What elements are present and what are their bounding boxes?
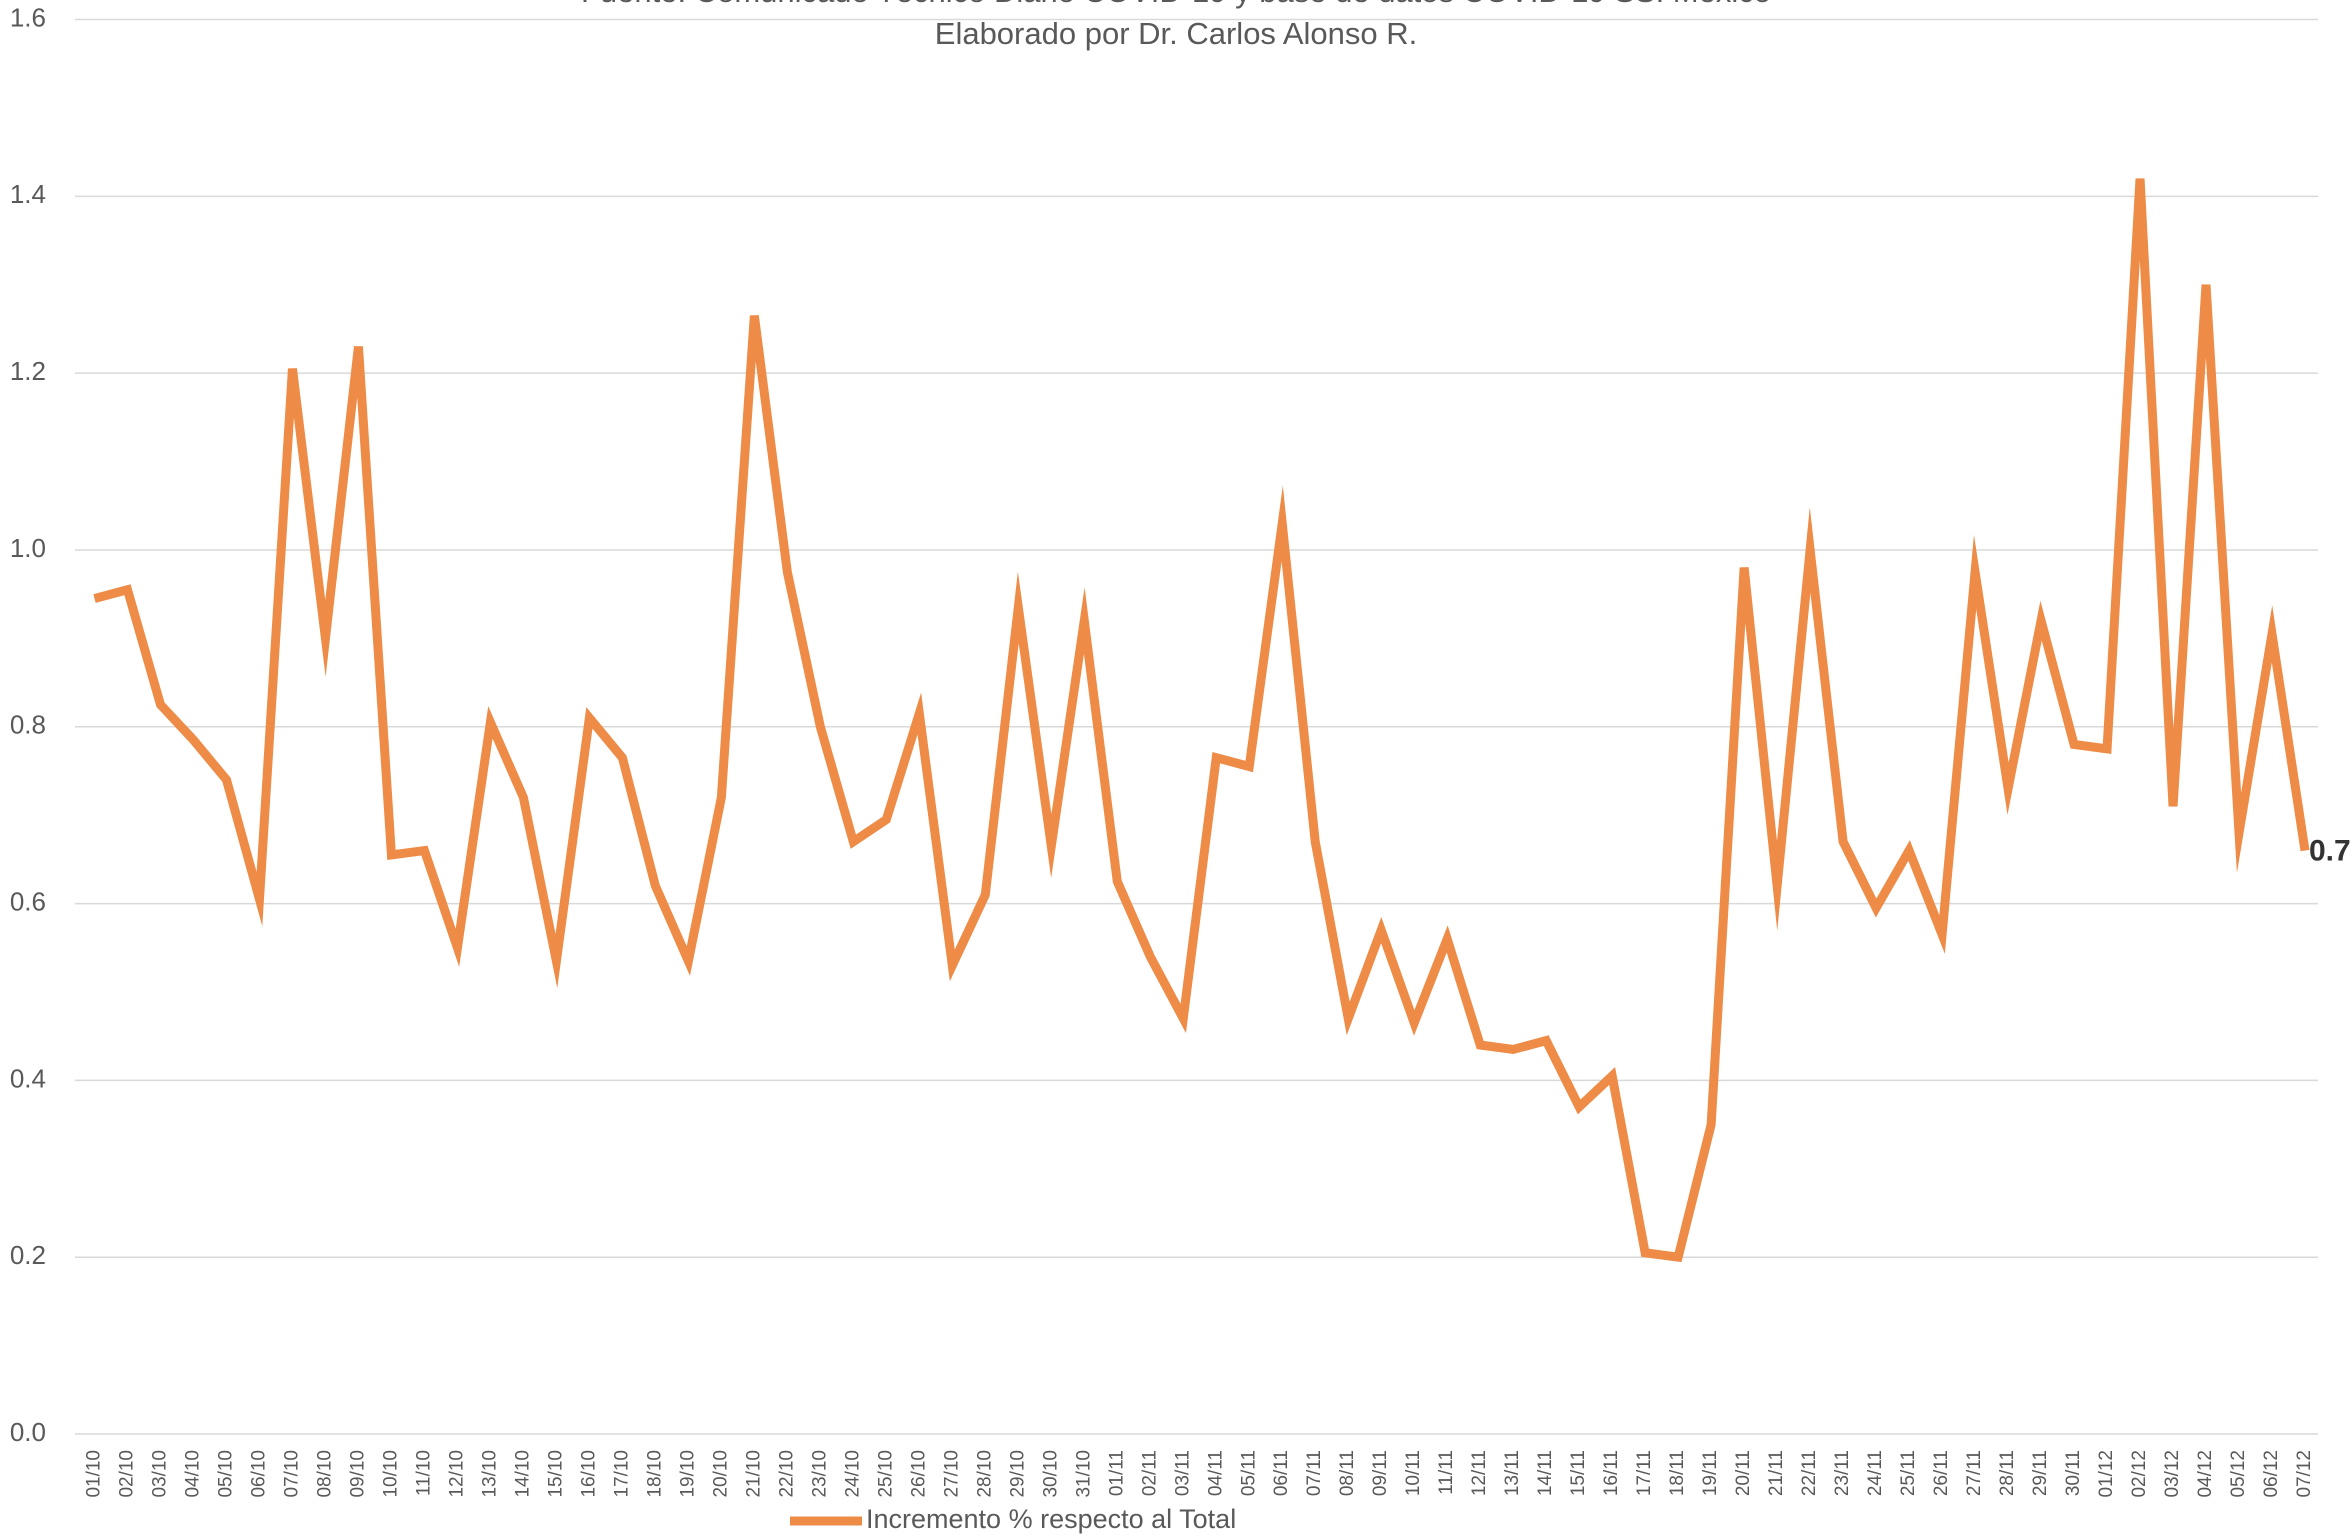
data-line xyxy=(93,178,2310,1263)
legend-label: Incremento % respecto al Total xyxy=(866,1504,1236,1534)
x-tick-label: 30/10 xyxy=(1040,1450,1061,1498)
x-tick-label: 28/11 xyxy=(1997,1450,2018,1496)
x-tick-label: 06/10 xyxy=(248,1450,269,1498)
y-tick-label: 0.8 xyxy=(10,710,46,740)
chart-title: Fuente: Comunicado Técnico Diario COVID-… xyxy=(581,0,1771,9)
x-tick-label: 05/10 xyxy=(215,1450,236,1498)
x-tick-label: 08/10 xyxy=(314,1450,335,1498)
x-tick-label: 01/11 xyxy=(1106,1450,1127,1496)
x-tick-label: 25/11 xyxy=(1898,1450,1919,1496)
x-tick-label: 07/12 xyxy=(2294,1450,2315,1498)
x-tick-label: 27/10 xyxy=(941,1450,962,1498)
x-tick-label: 03/11 xyxy=(1172,1450,1193,1496)
x-tick-label: 11/10 xyxy=(413,1450,434,1496)
x-tick-label: 17/11 xyxy=(1634,1450,1655,1496)
x-tick-label: 20/11 xyxy=(1733,1450,1754,1496)
x-tick-label: 18/10 xyxy=(644,1450,665,1498)
x-tick-label: 16/10 xyxy=(578,1450,599,1498)
x-tick-label: 22/11 xyxy=(1799,1450,1820,1496)
x-tick-label: 21/11 xyxy=(1766,1450,1787,1496)
x-tick-label: 06/11 xyxy=(1271,1450,1292,1496)
x-tick-label: 31/10 xyxy=(1073,1450,1094,1498)
x-tick-label: 10/10 xyxy=(380,1450,401,1498)
x-tick-label: 17/10 xyxy=(611,1450,632,1498)
x-tick-label: 30/11 xyxy=(2063,1450,2084,1496)
x-tick-label: 23/10 xyxy=(809,1450,830,1498)
chart-subtitle: Elaborado por Dr. Carlos Alonso R. xyxy=(935,16,1417,51)
y-tick-label: 0.6 xyxy=(10,886,46,916)
x-tick-label: 04/12 xyxy=(2195,1450,2216,1498)
x-tick-label: 21/10 xyxy=(743,1450,764,1498)
y-tick-label: 1.6 xyxy=(10,2,46,32)
x-tick-label: 14/11 xyxy=(1535,1450,1556,1496)
x-tick-label: 16/11 xyxy=(1601,1450,1622,1496)
x-tick-label: 10/11 xyxy=(1403,1450,1424,1496)
y-tick-label: 1.4 xyxy=(10,179,46,209)
x-tick-label: 06/12 xyxy=(2261,1450,2282,1498)
x-tick-label: 11/11 xyxy=(1436,1450,1457,1495)
x-tick-label: 24/10 xyxy=(842,1450,863,1498)
x-tick-label: 26/11 xyxy=(1931,1450,1952,1496)
x-tick-label: 12/11 xyxy=(1469,1450,1490,1496)
x-tick-label: 01/12 xyxy=(2096,1450,2117,1498)
x-tick-label: 18/11 xyxy=(1667,1450,1688,1496)
y-tick-label: 1.2 xyxy=(10,356,46,386)
x-tick-label: 04/10 xyxy=(182,1450,203,1498)
data-label: 0.7 xyxy=(2309,834,2351,867)
x-tick-label: 14/10 xyxy=(512,1450,533,1498)
x-tick-label: 13/11 xyxy=(1502,1450,1523,1496)
x-tick-label: 29/10 xyxy=(1007,1450,1028,1498)
x-tick-label: 12/10 xyxy=(446,1450,467,1498)
x-tick-label: 05/11 xyxy=(1238,1450,1259,1496)
x-tick-label: 27/11 xyxy=(1964,1450,1985,1496)
x-tick-label: 07/11 xyxy=(1304,1450,1325,1496)
y-tick-label: 0.2 xyxy=(10,1240,46,1270)
x-tick-label: 26/10 xyxy=(908,1450,929,1498)
y-tick-label: 1.0 xyxy=(10,533,46,563)
x-tick-label: 25/10 xyxy=(875,1450,896,1498)
x-tick-label: 09/11 xyxy=(1370,1450,1391,1496)
x-tick-label: 15/11 xyxy=(1568,1450,1589,1496)
x-tick-label: 04/11 xyxy=(1205,1450,1226,1496)
x-tick-label: 20/10 xyxy=(710,1450,731,1498)
x-tick-label: 19/10 xyxy=(677,1450,698,1498)
x-tick-label: 03/10 xyxy=(150,1450,171,1498)
x-tick-label: 19/11 xyxy=(1700,1450,1721,1496)
x-tick-label: 09/10 xyxy=(347,1450,368,1498)
x-tick-label: 23/11 xyxy=(1832,1450,1853,1496)
x-tick-label: 08/11 xyxy=(1337,1450,1358,1496)
y-tick-label: 0.0 xyxy=(10,1417,46,1447)
x-tick-label: 07/10 xyxy=(281,1450,302,1498)
x-tick-label: 22/10 xyxy=(776,1450,797,1498)
x-tick-label: 05/12 xyxy=(2228,1450,2249,1498)
x-tick-label: 15/10 xyxy=(545,1450,566,1498)
x-tick-label: 28/10 xyxy=(974,1450,995,1498)
y-tick-label: 0.4 xyxy=(10,1063,46,1093)
x-tick-label: 02/11 xyxy=(1139,1450,1160,1496)
x-tick-label: 03/12 xyxy=(2162,1450,2183,1498)
x-tick-label: 02/12 xyxy=(2129,1450,2150,1498)
x-tick-label: 13/10 xyxy=(479,1450,500,1498)
x-tick-label: 02/10 xyxy=(117,1450,138,1498)
x-tick-label: 01/10 xyxy=(84,1450,105,1498)
x-tick-label: 24/11 xyxy=(1865,1450,1886,1496)
x-tick-label: 29/11 xyxy=(2030,1450,2051,1496)
